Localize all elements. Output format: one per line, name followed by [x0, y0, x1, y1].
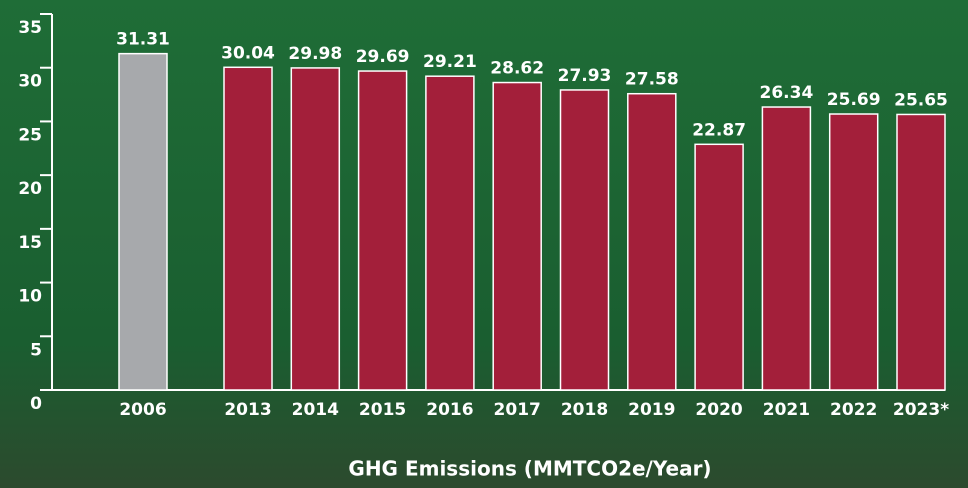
- x-tick-label: 2023*: [893, 400, 949, 420]
- x-tick-label: 2017: [494, 400, 541, 420]
- bar: [830, 114, 878, 390]
- x-tick-label: 2022: [830, 400, 877, 420]
- value-label: 29.21: [423, 52, 477, 72]
- x-tick-label: 2013: [224, 400, 271, 420]
- chart: GHG Emissions (MMTCO2e/Year) 0 5 10 15 20 25 3…: [0, 0, 968, 488]
- bar: [561, 90, 609, 390]
- value-label: 27.58: [625, 70, 679, 90]
- y-tick-label: 5: [30, 340, 42, 360]
- bar: [426, 76, 474, 390]
- x-tick-label: 2019: [628, 400, 675, 420]
- value-label: 25.65: [894, 90, 948, 110]
- bar: [119, 54, 167, 390]
- bar: [291, 68, 339, 390]
- bar: [224, 67, 272, 390]
- x-tick-label: 2020: [695, 400, 742, 420]
- value-label: 22.87: [692, 120, 746, 140]
- y-tick-label: 20: [18, 179, 42, 199]
- bar: [762, 107, 810, 390]
- value-label: 28.62: [490, 59, 544, 79]
- value-label: 26.34: [760, 83, 814, 103]
- value-label: 25.69: [827, 90, 881, 110]
- bar: [493, 83, 541, 390]
- bar: [695, 144, 743, 390]
- x-tick-label: 2014: [292, 400, 339, 420]
- y-tick-label: 30: [18, 72, 42, 92]
- bar: [628, 94, 676, 390]
- value-label: 29.69: [356, 47, 410, 67]
- y-tick-label: 35: [18, 18, 42, 38]
- x-tick-label: 2015: [359, 400, 406, 420]
- value-label: 27.93: [558, 66, 612, 86]
- y-tick-label: 15: [18, 233, 42, 253]
- x-tick-label: 2016: [426, 400, 473, 420]
- y-tick-label: 25: [18, 125, 42, 145]
- y-tick-label: 10: [18, 287, 42, 307]
- bar: [359, 71, 407, 390]
- value-label: 29.98: [288, 44, 342, 64]
- x-tick-label: 2018: [561, 400, 608, 420]
- value-label: 31.31: [116, 30, 170, 50]
- x-tick-label: 2006: [119, 400, 166, 420]
- chart-title: GHG Emissions (MMTCO2e/Year): [348, 457, 711, 481]
- y-tick-label: 0: [30, 394, 42, 414]
- x-tick-label: 2021: [763, 400, 810, 420]
- bar: [897, 114, 945, 390]
- value-label: 30.04: [221, 43, 275, 63]
